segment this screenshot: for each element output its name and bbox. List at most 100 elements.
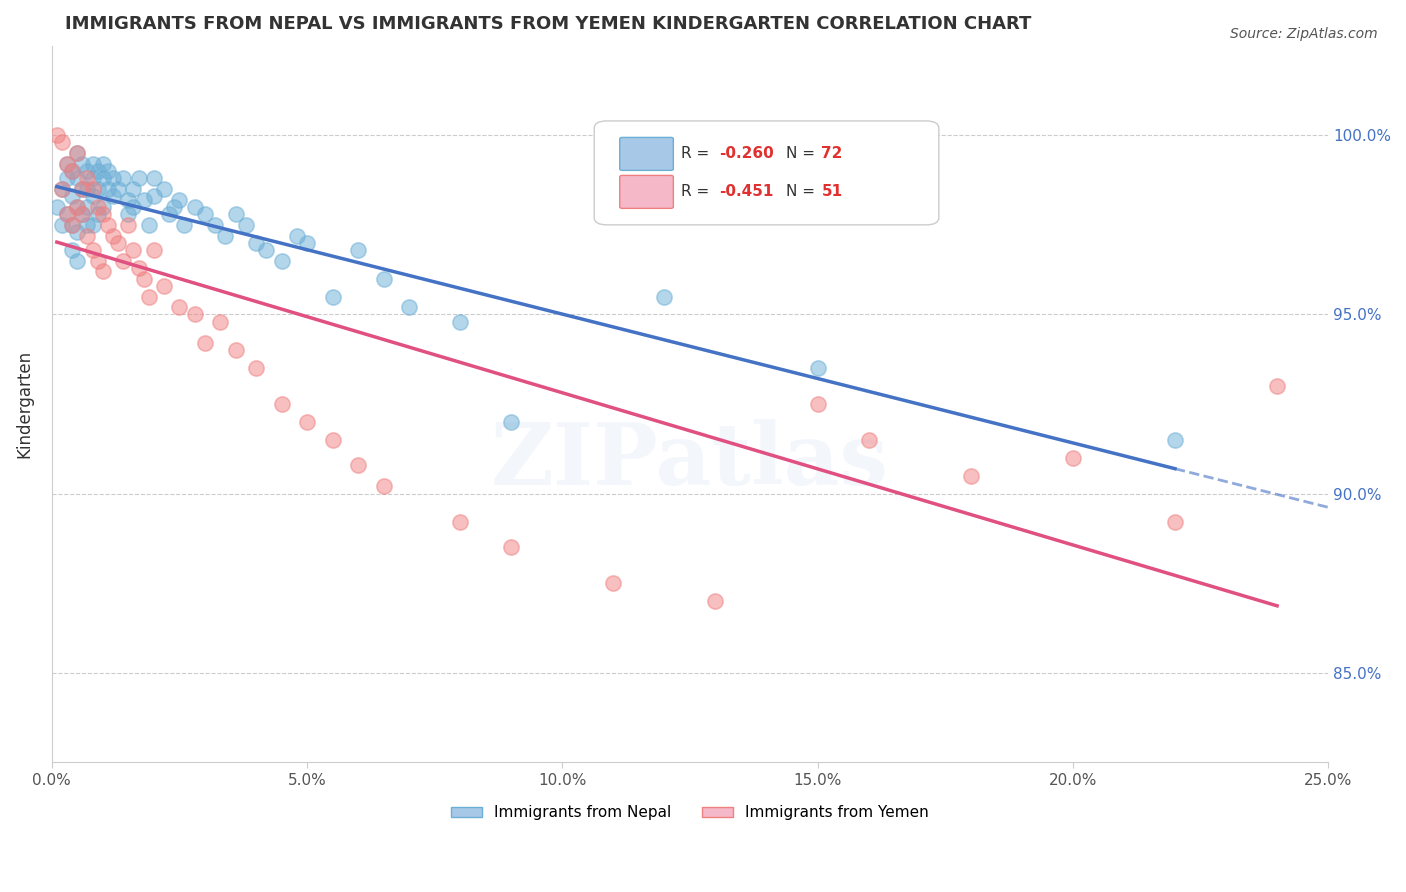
Text: ZIPatlas: ZIPatlas [491,419,889,503]
Point [60,189,83,203]
Point [163,200,186,214]
Text: R =: R = [681,185,714,200]
Point [373,271,395,285]
Point [101,228,124,243]
Point [76,218,98,232]
Point [97,182,120,196]
Point [704,594,727,608]
Point [56,207,79,221]
Point [72,182,94,196]
Point [245,361,267,376]
Text: Source: ZipAtlas.com: Source: ZipAtlas.com [1230,27,1378,41]
Text: 51: 51 [821,185,842,200]
FancyBboxPatch shape [620,137,673,170]
Legend: Immigrants from Nepal, Immigrants from Yemen: Immigrants from Nepal, Immigrants from Y… [446,799,935,827]
Point [112,171,135,186]
Point [101,189,124,203]
Point [1265,379,1288,393]
Point [322,289,344,303]
Point [128,260,150,275]
Point [373,479,395,493]
Point [51,136,73,150]
Point [66,200,89,214]
Point [76,171,98,186]
Point [51,218,73,232]
Point [60,243,83,257]
Point [1164,433,1187,447]
Point [82,182,104,196]
Point [270,253,292,268]
Point [56,207,79,221]
Point [86,182,108,196]
Point [225,207,247,221]
Point [173,218,195,232]
Point [295,415,318,429]
Point [56,171,79,186]
Point [132,271,155,285]
Point [169,193,191,207]
Point [142,171,165,186]
Point [398,300,420,314]
Point [295,235,318,250]
Point [117,207,139,221]
Point [86,207,108,221]
Point [91,200,114,214]
Point [97,218,120,232]
Point [76,182,98,196]
Point [157,207,180,221]
Point [806,397,828,411]
Point [82,243,104,257]
Point [183,200,205,214]
Point [82,157,104,171]
Point [66,171,89,186]
Text: -0.260: -0.260 [720,146,775,161]
Point [204,218,226,232]
Text: R =: R = [681,146,714,161]
Point [153,278,176,293]
Point [97,164,120,178]
Point [86,253,108,268]
Point [91,171,114,186]
Point [449,516,471,530]
Point [101,171,124,186]
Point [132,193,155,207]
Point [347,458,370,472]
Point [117,193,139,207]
Point [45,200,67,214]
Text: N =: N = [786,185,820,200]
Point [82,171,104,186]
Point [76,200,98,214]
Point [347,243,370,257]
Point [66,200,89,214]
Point [60,164,83,178]
Point [86,200,108,214]
Point [1164,516,1187,530]
Point [60,218,83,232]
Point [82,218,104,232]
Point [959,468,981,483]
Point [214,228,236,243]
Point [1062,450,1084,465]
Point [270,397,292,411]
Point [194,207,217,221]
Point [183,308,205,322]
Point [322,433,344,447]
FancyBboxPatch shape [595,121,939,225]
Point [76,164,98,178]
Point [51,182,73,196]
Text: IMMIGRANTS FROM NEPAL VS IMMIGRANTS FROM YEMEN KINDERGARTEN CORRELATION CHART: IMMIGRANTS FROM NEPAL VS IMMIGRANTS FROM… [65,15,1031,33]
Point [235,218,257,232]
Point [72,182,94,196]
Point [122,200,145,214]
Point [66,225,89,239]
Point [169,300,191,314]
Point [82,189,104,203]
Point [45,128,67,143]
Point [153,182,176,196]
Y-axis label: Kindergarten: Kindergarten [15,350,32,458]
Point [76,228,98,243]
Point [91,157,114,171]
Point [56,157,79,171]
Point [254,243,277,257]
Point [72,207,94,221]
